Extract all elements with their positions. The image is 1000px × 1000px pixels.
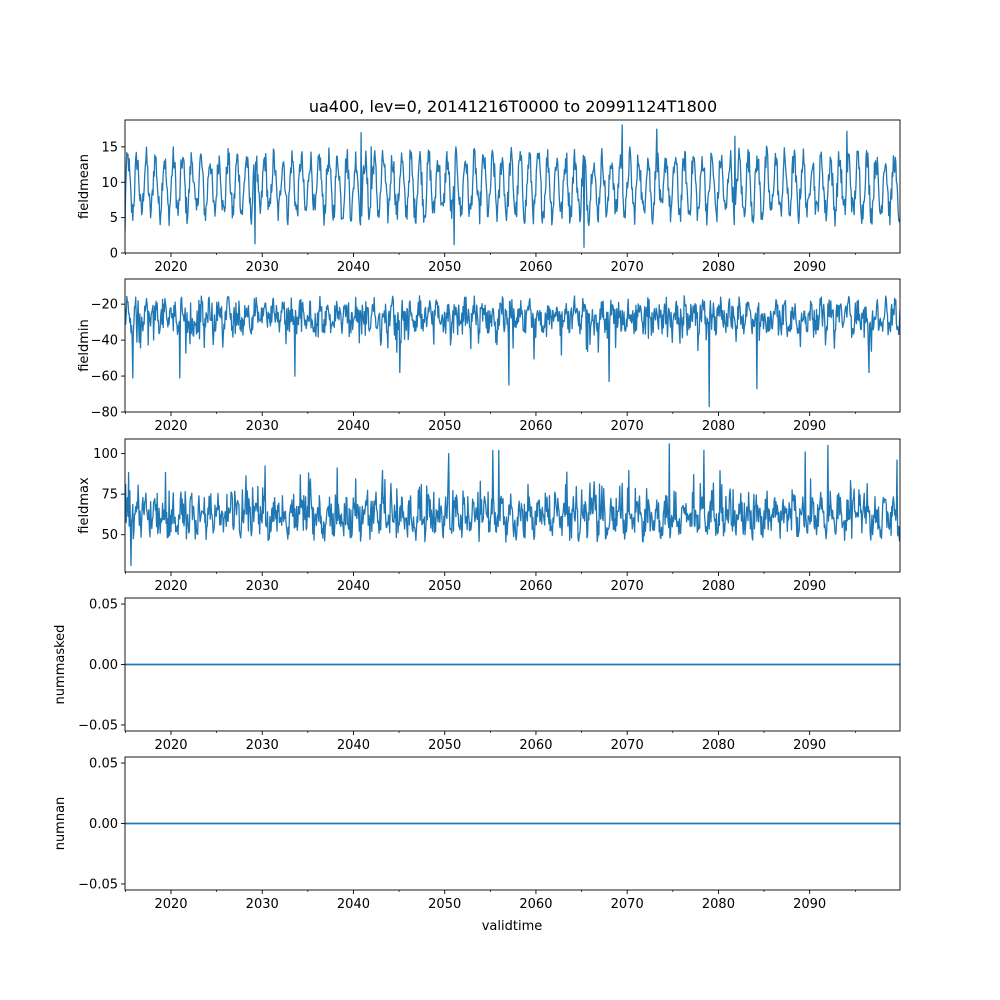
- x-tick-label: 2040: [337, 419, 370, 434]
- y-axis-label: fieldmin: [77, 319, 92, 372]
- y-axis-label: numnan: [53, 797, 68, 851]
- figure-title: ua400, lev=0, 20141216T0000 to 20991124T…: [309, 97, 717, 116]
- subplot-nummasked: 2020 2030 2040 2050 2060 2070 2080 2090 −0.05 0.0…: [53, 598, 901, 753]
- subplot-fieldmin: 2020 2030 2040 2050 2060 2070 2080 2090 −80 −60 −4…: [77, 278, 901, 434]
- x-tick-label: 2040: [337, 897, 370, 912]
- x-tick-label: 2030: [246, 260, 279, 275]
- subplot-numnan: 2020 2030 2040 2050 2060 2070 2080 2090 −0.05 0.0…: [53, 757, 901, 912]
- y-tick-label: 0.00: [89, 658, 118, 673]
- x-tick-label: 2070: [611, 738, 644, 753]
- x-tick-label: 2090: [793, 419, 826, 434]
- subplot-stack: 2020 2030 2040 2050 2060 2070 2080 2090 0 5 10 15 fi…: [53, 119, 901, 912]
- x-tick-label: 2080: [702, 738, 735, 753]
- x-tick-label: 2030: [246, 897, 279, 912]
- data-line-fieldmin: [125, 295, 900, 408]
- x-tick-label: 2050: [428, 260, 461, 275]
- x-tick-label: 2070: [611, 260, 644, 275]
- axes-frame: [124, 119, 901, 254]
- y-tick-label: −80: [91, 406, 118, 421]
- x-tick-label: 2070: [611, 419, 644, 434]
- subplot-fieldmax: 2020 2030 2040 2050 2060 2070 2080 2090 50 75 100f…: [77, 438, 901, 594]
- y-tick-label: 0: [110, 247, 118, 262]
- y-tick-label: −20: [91, 298, 118, 313]
- x-tick-label: 2020: [154, 738, 187, 753]
- y-axis-label: fieldmax: [77, 477, 92, 534]
- y-axis-label: fieldmean: [77, 154, 92, 219]
- x-tick-label: 2060: [519, 419, 552, 434]
- x-tick-label: 2040: [337, 260, 370, 275]
- x-tick-label: 2060: [519, 738, 552, 753]
- x-tick-label: 2040: [337, 738, 370, 753]
- y-tick-label: 5: [110, 211, 118, 226]
- x-tick-label: 2090: [793, 260, 826, 275]
- x-tick-label: 2020: [154, 419, 187, 434]
- x-tick-label: 2090: [793, 897, 826, 912]
- x-tick-label: 2030: [246, 579, 279, 594]
- axes-frame: [124, 438, 901, 573]
- subplot-fieldmean: 2020 2030 2040 2050 2060 2070 2080 2090 0 5 10 15 fi…: [77, 119, 901, 275]
- x-tick-label: 2020: [154, 579, 187, 594]
- x-tick-label: 2050: [428, 897, 461, 912]
- x-tick-label: 2020: [154, 897, 187, 912]
- y-tick-label: −0.05: [78, 718, 118, 733]
- x-tick-label: 2070: [611, 579, 644, 594]
- x-tick-label: 2050: [428, 579, 461, 594]
- data-line-fieldmax: [125, 443, 900, 567]
- x-tick-label: 2020: [154, 260, 187, 275]
- x-tick-label: 2080: [702, 260, 735, 275]
- x-tick-label: 2080: [702, 579, 735, 594]
- y-tick-label: −40: [91, 334, 118, 349]
- x-tick-label: 2060: [519, 897, 552, 912]
- y-tick-label: 10: [101, 176, 118, 191]
- x-tick-label: 2050: [428, 738, 461, 753]
- y-tick-label: −0.05: [78, 877, 118, 892]
- data-line-fieldmean: [125, 124, 900, 248]
- y-tick-label: 0.05: [89, 757, 118, 772]
- x-tick-label: 2040: [337, 579, 370, 594]
- y-tick-label: 0.00: [89, 817, 118, 832]
- y-axis-label: nummasked: [53, 625, 68, 705]
- x-tick-label: 2070: [611, 897, 644, 912]
- x-tick-label: 2080: [702, 897, 735, 912]
- x-tick-label: 2060: [519, 579, 552, 594]
- x-tick-label: 2090: [793, 579, 826, 594]
- x-tick-label: 2030: [246, 738, 279, 753]
- x-tick-label: 2060: [519, 260, 552, 275]
- y-tick-label: −60: [91, 370, 118, 385]
- y-tick-label: 0.05: [89, 598, 118, 613]
- x-tick-label: 2090: [793, 738, 826, 753]
- y-tick-label: 15: [101, 140, 118, 155]
- x-tick-label: 2050: [428, 419, 461, 434]
- y-tick-label: 100: [93, 447, 118, 462]
- y-tick-label: 50: [101, 528, 118, 543]
- y-tick-label: 75: [101, 488, 118, 503]
- x-tick-label: 2080: [702, 419, 735, 434]
- axes-frame: [124, 278, 901, 413]
- x-axis-label: validtime: [482, 919, 543, 934]
- x-tick-label: 2030: [246, 419, 279, 434]
